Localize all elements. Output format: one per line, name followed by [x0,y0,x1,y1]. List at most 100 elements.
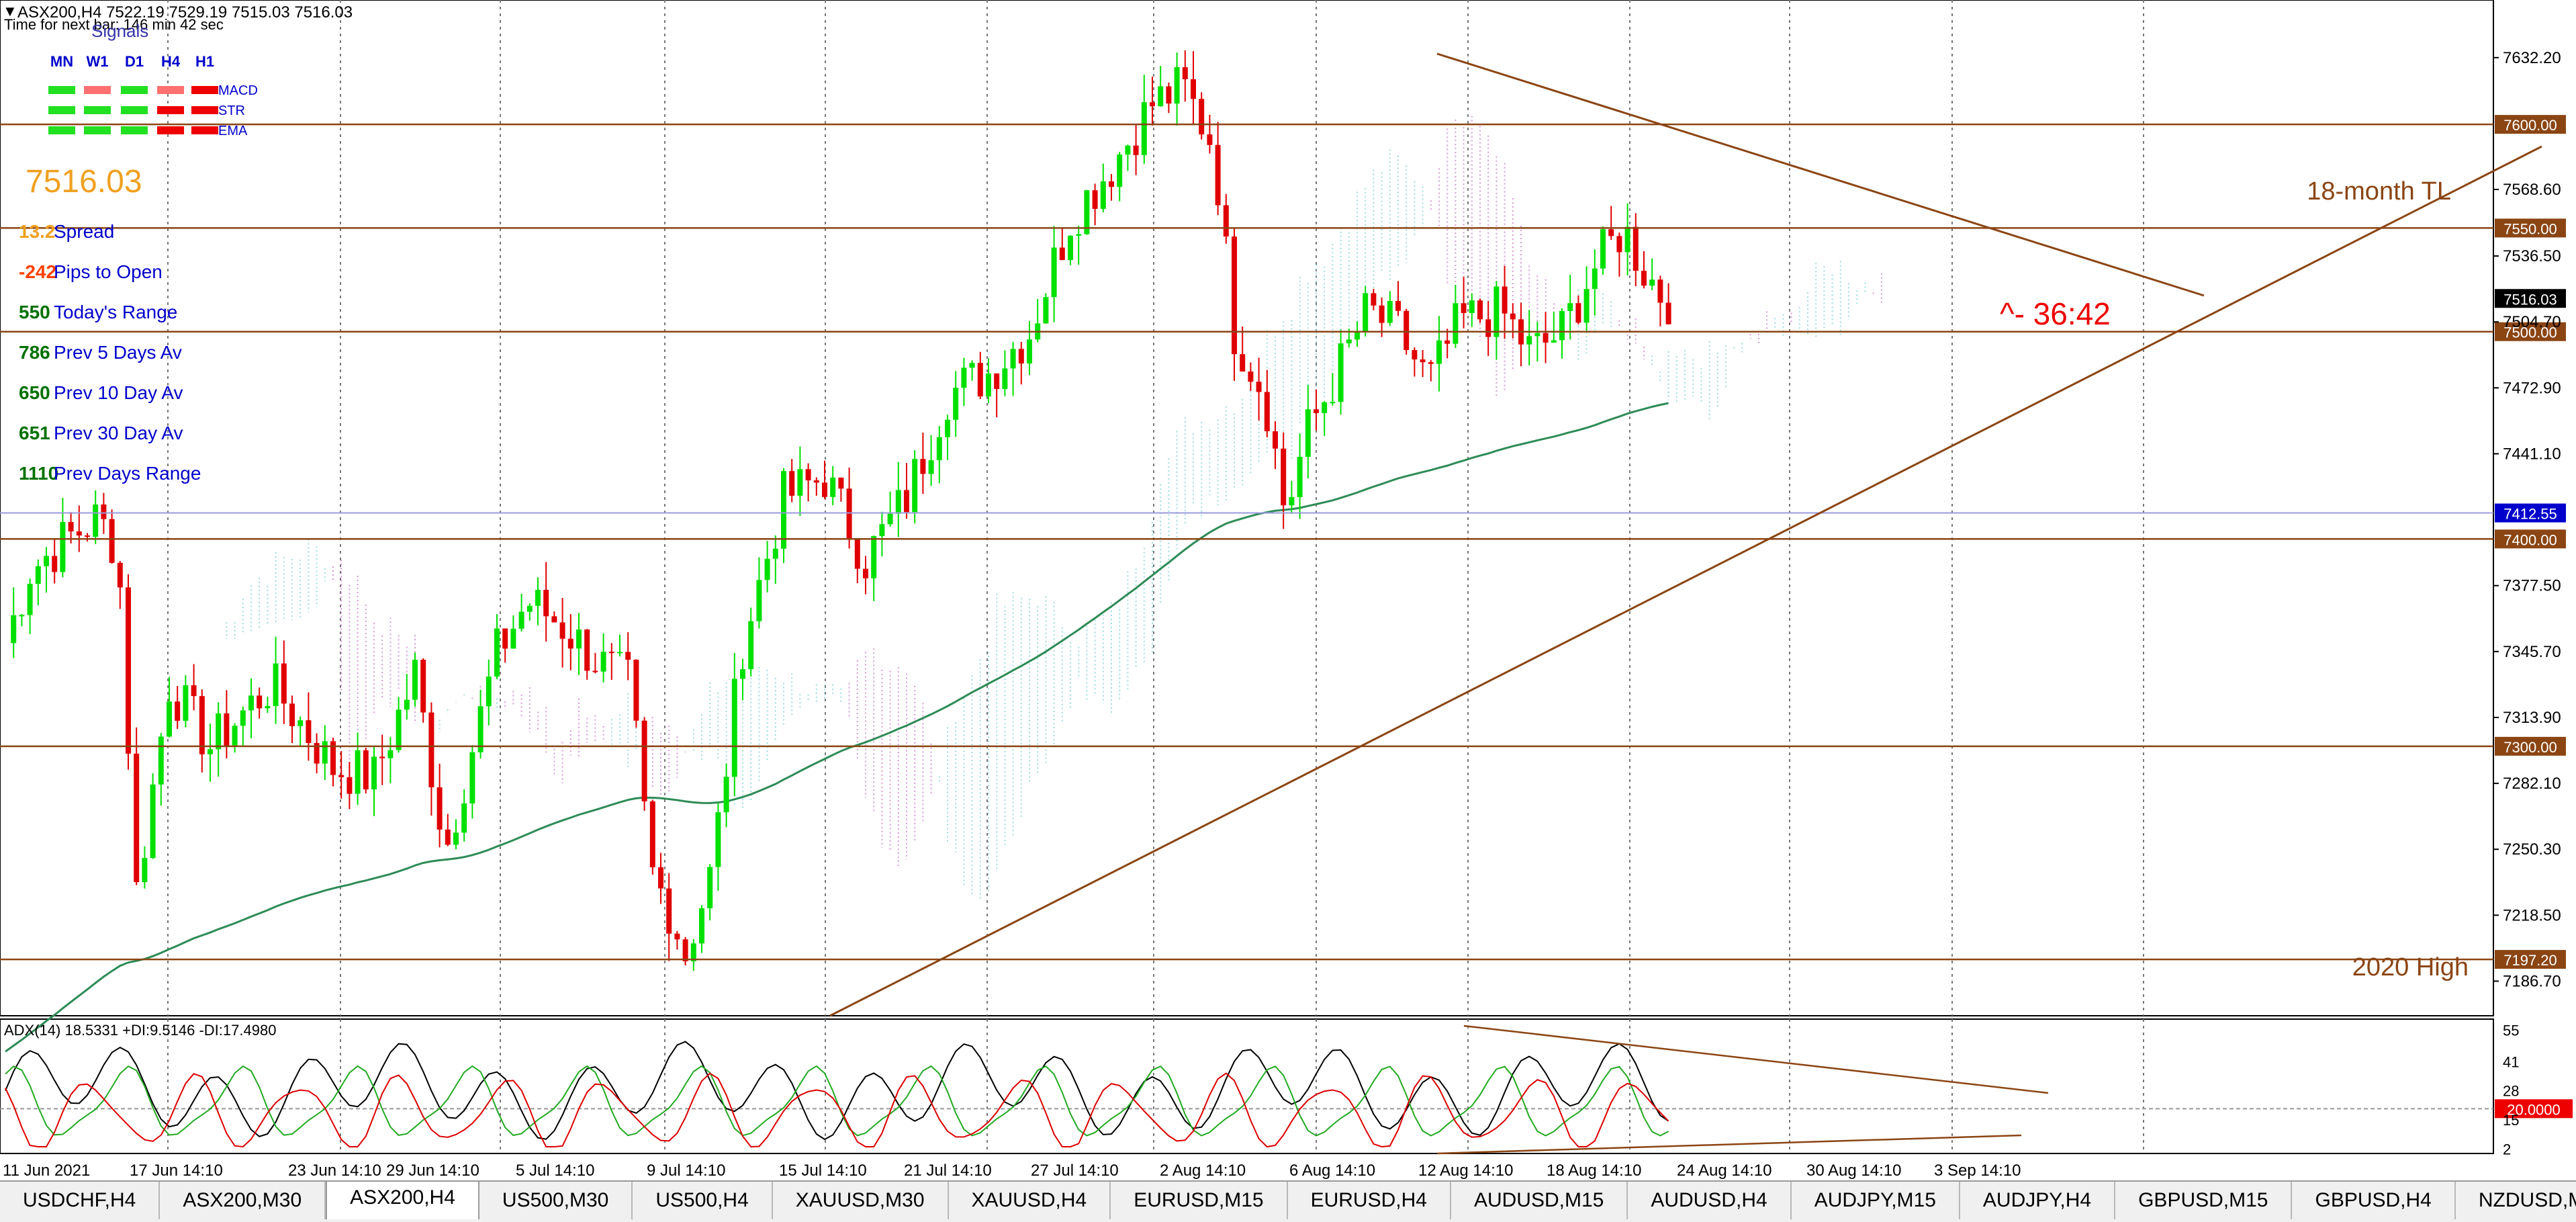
candle-body [1616,236,1622,253]
candle-body [502,628,508,649]
candle-body [666,888,672,934]
chart-tab[interactable]: GBPUSD,M15 [2115,1182,2293,1219]
candle-body [625,652,631,660]
x-axis-label: 23 Jun 14:10 [288,1162,381,1180]
candle-body [1264,392,1270,431]
candle-body [1632,226,1639,271]
candle-body [1207,134,1213,145]
chart-tab[interactable]: US500,H4 [633,1182,773,1219]
candle-body [216,713,222,750]
candle-body [789,471,795,496]
candle-body [822,482,827,497]
trendline-18-month [829,145,2542,1017]
candle-body [723,777,729,813]
stat-label: Pips to Open [54,261,163,282]
candle-body [731,679,737,777]
candle-body [1510,313,1516,320]
adx-pane [0,1018,2494,1154]
x-axis-label: 5 Jul 14:10 [516,1162,594,1180]
candle-body [1223,205,1229,237]
chart-tab[interactable]: AUDUSD,H4 [1628,1182,1792,1219]
chart-tab[interactable]: AUDJPY,M15 [1792,1182,1960,1219]
candle-body [330,741,336,775]
signal-timeframe: MN [50,53,73,70]
candle-body [1273,431,1278,449]
candle-body [1010,349,1016,369]
stat-value: 651 [19,423,50,443]
high-label: 2020 High [2352,953,2469,981]
adx-series-ADX [5,1041,1669,1141]
chart-tab[interactable]: GBPUSD,H4 [2292,1182,2456,1219]
current-price-label: 7516.03 [2503,291,2557,308]
chart-tab[interactable]: NZDUSD,M15 [2456,1182,2576,1219]
candle-body [1166,86,1172,104]
x-axis-label: 11 Jun 2021 [3,1162,90,1180]
candle-body [371,756,377,790]
price-tick-label: 7536.50 [2503,247,2561,265]
chart-tab[interactable]: ASX200,H4 [326,1182,479,1219]
candle-body [559,622,565,639]
candle-body [1600,229,1606,269]
candle-body [945,419,950,437]
chart-tab[interactable]: ASX200,M30 [160,1182,326,1219]
candle-body [1174,67,1180,104]
signal-cell [121,106,148,114]
level-tag [2495,736,2566,756]
candle-body [617,652,623,654]
chart-tab[interactable]: XAUUSD,M30 [773,1182,949,1219]
candle-body [699,908,704,944]
candle-body [1281,448,1287,506]
candle-body [224,713,230,747]
chart-tab[interactable]: AUDUSD,M15 [1451,1182,1628,1219]
stat-value: 550 [19,302,50,322]
adx-tick-label: 55 [2503,1022,2519,1039]
candle-body [1248,372,1254,382]
candle-body [1379,305,1385,323]
candle-body [813,480,819,483]
candle-body [1583,289,1590,323]
candle-body [1002,368,1008,390]
candle-body [126,587,131,754]
x-axis-label: 29 Jun 14:10 [386,1162,479,1180]
candle-body [142,858,148,883]
chart-tab[interactable]: USDCHF,H4 [0,1182,160,1219]
candle-body [1150,102,1155,107]
chart-tab[interactable]: XAUUSD,H4 [949,1182,1111,1219]
candle-body [1469,300,1475,313]
candle-body [1232,236,1237,355]
ichimoku-cloud [226,116,1882,901]
candle-body [76,531,82,536]
bid-label: 7412.55 [2503,506,2557,523]
candle-body [1322,402,1328,413]
chart-tab[interactable]: US500,M30 [479,1182,633,1219]
candle-body [1297,456,1303,497]
candle-body [109,519,115,563]
candle-body [707,867,713,909]
signal-timeframe: D1 [125,53,144,70]
candle-body [1158,86,1164,107]
signal-cell [121,86,148,94]
candle-body [445,829,451,845]
candle-body [641,720,647,801]
candle-body [379,756,385,758]
ema-line [5,402,1669,1053]
candle-body [1199,99,1205,135]
adx-tick-label: 41 [2503,1053,2519,1070]
stat-value: 1110 [19,463,58,484]
candle-body [257,695,263,709]
candle-body [879,524,885,537]
candle-body [658,867,663,889]
candle-body [134,753,140,883]
candle-body [175,701,181,721]
chart-tab[interactable]: EURUSD,M15 [1111,1182,1288,1219]
x-axis-label: 6 Aug 14:10 [1289,1162,1375,1180]
candle-body [1567,303,1573,312]
chart-tab[interactable]: AUDJPY,H4 [1960,1182,2116,1219]
candle-body [1338,343,1344,402]
chart-tab[interactable]: EURUSD,H4 [1288,1182,1451,1219]
candle-body [576,629,582,649]
candle-body [781,471,786,549]
signal-cell [157,106,184,114]
price-chart[interactable]: 7600.00 7550.00 7500.00 7400.00 7300.00 7197.… [0,0,2576,1180]
trendline-label: 18-month TL [2307,177,2451,206]
